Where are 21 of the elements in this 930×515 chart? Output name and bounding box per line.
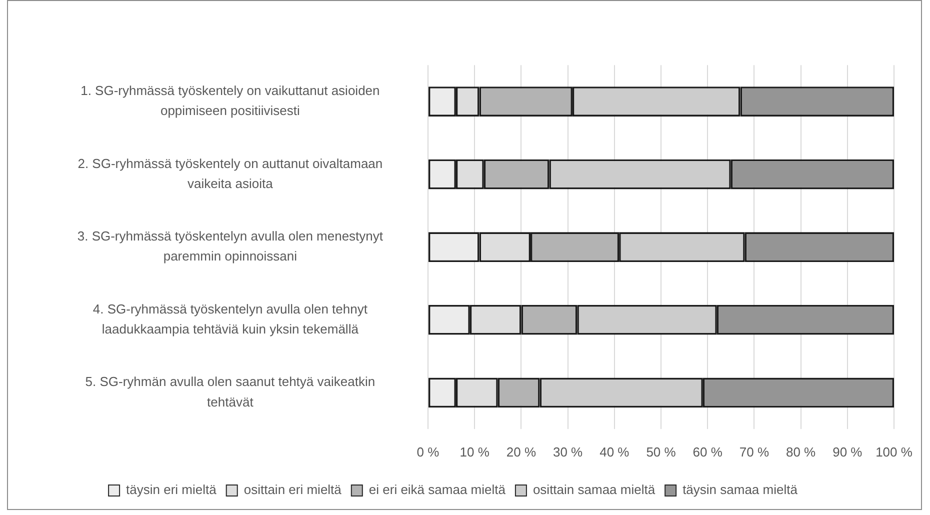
x-tick-label: 20 %	[506, 444, 536, 460]
legend-label: osittain samaa mieltä	[532, 482, 656, 498]
x-tick-label: 90 %	[832, 444, 863, 460]
legend-label: täysin eri mieltä	[126, 482, 218, 498]
x-tick-label: 100 %	[876, 444, 913, 460]
y-tick-label: 4. SG-ryhmässä työskentelyn avulla olen tehnyt laadukkaampia tehtäviä kuin yksin tekemällä	[92, 301, 368, 336]
y-tick-label: 1. SG-ryhmässä työskentely on vaikuttanut asioiden oppimiseen positiivisesti	[80, 83, 380, 118]
x-tick-label: 0 %	[416, 444, 440, 460]
x-tick-label: 80 %	[786, 444, 816, 460]
x-tick-label: 40 %	[600, 444, 630, 460]
legend-label: ei eri eikä samaa mieltä	[368, 482, 506, 498]
y-tick-label: 2. SG-ryhmässä työskentely on auttanut oivaltamaan vaikeita asioita	[78, 156, 383, 191]
x-tick-label: 70 %	[739, 444, 770, 460]
y-tick-label: 3. SG-ryhmässä työskentelyn avulla olen menestynyt paremmin opinnoissani	[77, 228, 384, 264]
legend-label: osittain eri mieltä	[244, 482, 342, 498]
y-tick-label: 5. SG-ryhmän avulla olen saanut tehtyä vaikeatkin tehtävät	[85, 374, 376, 410]
x-tick-label: 30 %	[552, 444, 584, 460]
x-tick-label: 10 %	[460, 444, 490, 460]
legend-label: täysin samaa mieltä	[682, 482, 798, 498]
x-tick-label: 50 %	[646, 444, 676, 460]
x-tick-label: 60 %	[692, 444, 723, 460]
